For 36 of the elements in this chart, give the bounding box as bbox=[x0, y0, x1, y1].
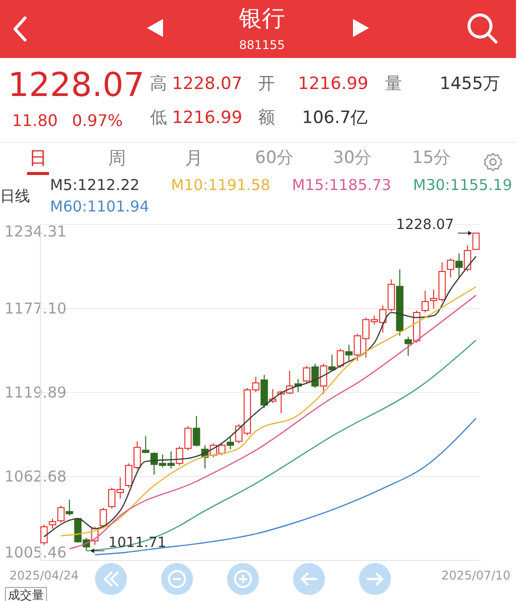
chart-title: 银行 bbox=[238, 6, 286, 32]
legend-title: 日线 bbox=[0, 187, 30, 205]
text: 1228.07 bbox=[172, 74, 242, 94]
text: 1216.99 bbox=[172, 108, 242, 128]
text: 1216.99 bbox=[298, 74, 368, 94]
x-tick-label: 2025/07/10 bbox=[441, 568, 511, 582]
text: M5:1212.22 bbox=[50, 176, 140, 194]
text: 60分 bbox=[255, 148, 294, 168]
text: 月 bbox=[185, 148, 203, 169]
y-tick-label: 1005.46 bbox=[4, 544, 67, 562]
y-tick-label: 1177.10 bbox=[4, 299, 67, 318]
text: 1228.07 bbox=[8, 65, 144, 104]
text: M60:1101.94 bbox=[50, 198, 150, 216]
annotation: 1228.07 bbox=[396, 217, 454, 234]
text: 开 bbox=[258, 74, 275, 94]
text: 额 bbox=[258, 108, 275, 128]
text: 1455万 bbox=[440, 74, 500, 94]
chart-subtitle: 881155 bbox=[238, 38, 286, 52]
y-tick-label: 1119.89 bbox=[4, 383, 67, 402]
text: M10:1191.58 bbox=[171, 176, 270, 194]
text: 11.80 bbox=[12, 111, 58, 130]
y-tick-label: 1234.31 bbox=[4, 222, 67, 240]
x-tick-label: 2025/04/24 bbox=[9, 568, 79, 582]
text: 30分 bbox=[333, 148, 372, 168]
text: M30:1155.19 bbox=[413, 176, 512, 194]
text: 15分 bbox=[412, 148, 451, 168]
y-tick-label: 1062.68 bbox=[4, 467, 67, 486]
text: 低 bbox=[150, 108, 167, 128]
text: 量 bbox=[385, 74, 402, 94]
text: M15:1185.73 bbox=[292, 176, 392, 194]
text: 日 bbox=[29, 148, 47, 169]
text: 成交量 bbox=[5, 587, 47, 601]
text: 周 bbox=[108, 148, 126, 169]
text: 高 bbox=[150, 74, 167, 94]
text: 106.7亿 bbox=[302, 108, 368, 128]
text: 0.97% bbox=[72, 111, 123, 130]
